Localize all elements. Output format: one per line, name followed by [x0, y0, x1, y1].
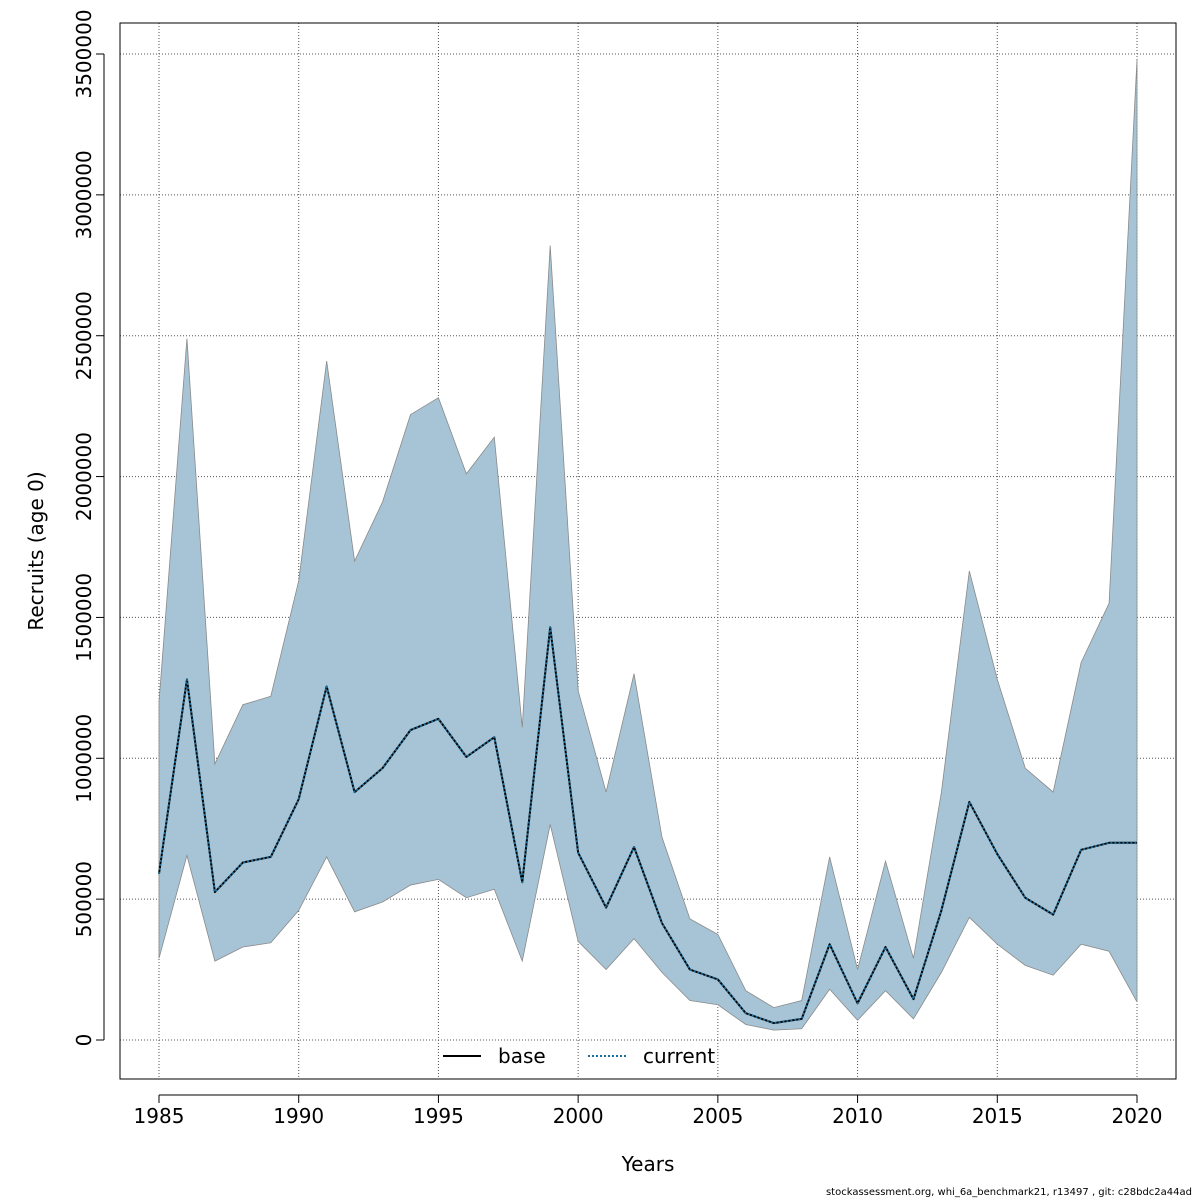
- confidence-band-layer: [158, 59, 1138, 1031]
- footer-credit: stockassessment.org, whi_6a_benchmark21,…: [825, 1187, 1192, 1198]
- y-tick-label: 3500000: [72, 9, 96, 98]
- y-tick-label: 2000000: [72, 432, 96, 521]
- x-tick-label: 1990: [273, 1104, 324, 1128]
- y-tick-label: 2500000: [72, 291, 96, 380]
- x-tick-label: 1995: [413, 1104, 464, 1128]
- series-lines: [158, 626, 1137, 1025]
- y-axis: 0 500000 1000000 1500000 2000000 2500000 30000…: [72, 9, 105, 1047]
- y-tick-label: 1000000: [72, 714, 96, 803]
- legend-label-base: base: [498, 1044, 546, 1068]
- x-tick-label: 2020: [1112, 1104, 1163, 1128]
- series-line-current: [158, 626, 1137, 1024]
- legend-label-current: current: [643, 1044, 715, 1068]
- y-tick-label: 500000: [72, 861, 96, 937]
- x-tick-label: 2005: [692, 1104, 743, 1128]
- y-tick-label: 0: [72, 1034, 96, 1047]
- y-tick-label: 3000000: [72, 150, 96, 239]
- x-axis-title: Years: [621, 1152, 675, 1176]
- x-tick-label: 2000: [553, 1104, 604, 1128]
- plot-frame: [119, 22, 1177, 1080]
- x-tick-label: 2015: [972, 1104, 1023, 1128]
- y-tick-label: 1500000: [72, 573, 96, 662]
- y-axis-title: Recruits (age 0): [24, 471, 48, 630]
- x-tick-label: 1985: [134, 1104, 185, 1128]
- confidence-band: [158, 59, 1138, 1031]
- legend: base current: [443, 1044, 715, 1068]
- x-tick-label: 2010: [832, 1104, 883, 1128]
- x-axis: 1985 1990 1995 2000 2005 2010 2015 2020: [134, 1094, 1163, 1128]
